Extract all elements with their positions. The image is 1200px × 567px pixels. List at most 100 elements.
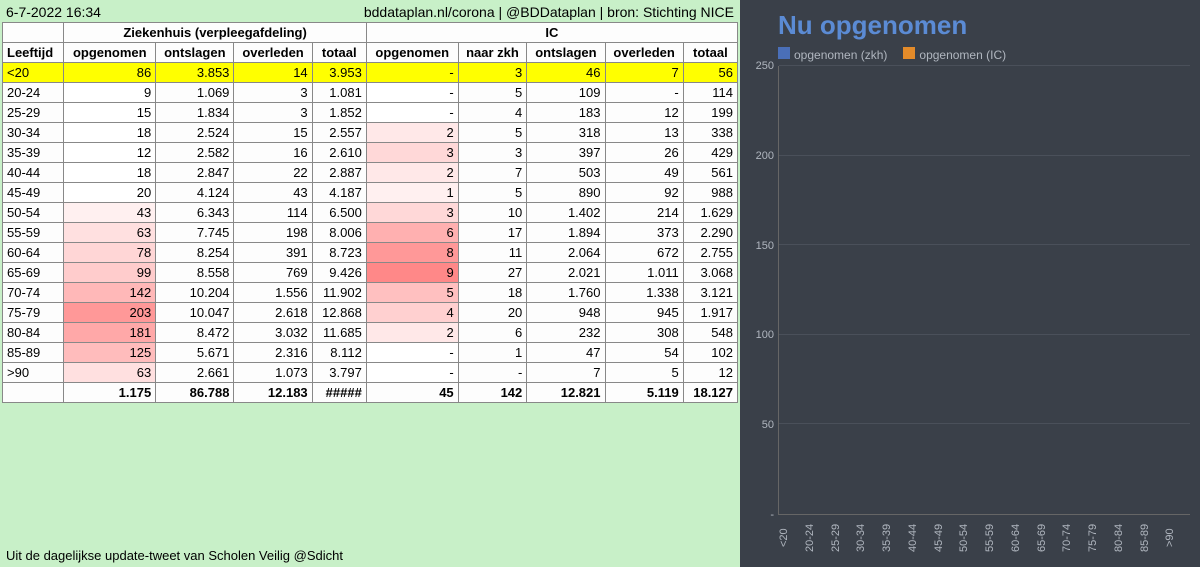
- x-tick-label: 80-84: [1113, 515, 1139, 565]
- table-cell: 3.797: [312, 363, 366, 383]
- timestamp: 6-7-2022 16:34: [6, 4, 101, 20]
- gridline: [779, 423, 1190, 424]
- col-zkh-3: totaal: [312, 43, 366, 63]
- chart-area: -50100150200250: [750, 66, 1190, 515]
- y-tick-label: -: [770, 509, 774, 521]
- table-cell: 9: [366, 263, 458, 283]
- legend-swatch-1: [778, 47, 790, 59]
- table-cell: 49: [605, 163, 683, 183]
- legend-item-1: opgenomen (zkh): [778, 47, 887, 62]
- table-row: 40-44182.847222.8872750349561: [3, 163, 738, 183]
- footer-note: Uit de dagelijkse update-tweet van Schol…: [2, 546, 738, 565]
- table-cell: 1.894: [527, 223, 605, 243]
- table-cell: 232: [527, 323, 605, 343]
- table-cell: 1.069: [156, 83, 234, 103]
- table-cell: 7: [527, 363, 605, 383]
- table-cell: 3.121: [683, 283, 737, 303]
- table-row: 30-34182.524152.5572531813338: [3, 123, 738, 143]
- table-cell: 3.953: [312, 63, 366, 83]
- table-cell: 10: [458, 203, 527, 223]
- table-cell: 4.187: [312, 183, 366, 203]
- table-cell: 9: [64, 83, 156, 103]
- y-tick-label: 200: [756, 150, 774, 162]
- table-cell: 2.755: [683, 243, 737, 263]
- table-cell: -: [366, 103, 458, 123]
- totals-cell: [3, 383, 64, 403]
- table-row: 70-7414210.2041.55611.9025181.7601.3383.…: [3, 283, 738, 303]
- col-age: Leeftijd: [3, 43, 64, 63]
- table-cell: 5: [458, 123, 527, 143]
- x-tick-label: 20-24: [804, 515, 830, 565]
- table-cell: 92: [605, 183, 683, 203]
- totals-row: 1.17586.78812.183#####4514212.8215.11918…: [3, 383, 738, 403]
- table-cell: 945: [605, 303, 683, 323]
- table-cell: 10.047: [156, 303, 234, 323]
- table-row: 20-2491.06931.081-5109-114: [3, 83, 738, 103]
- table-cell: 54: [605, 343, 683, 363]
- table-cell: 18: [64, 123, 156, 143]
- table-cell: 26: [605, 143, 683, 163]
- table-cell: -: [605, 83, 683, 103]
- x-tick-label: 65-69: [1036, 515, 1062, 565]
- blank-header: [3, 23, 64, 43]
- table-cell: 2.618: [234, 303, 312, 323]
- x-tick-label: 35-39: [881, 515, 907, 565]
- top-bar: 6-7-2022 16:34 bddataplan.nl/corona | @B…: [2, 2, 738, 22]
- table-cell: 63: [64, 223, 156, 243]
- table-row: >90632.6611.0733.797--7512: [3, 363, 738, 383]
- left-panel: 6-7-2022 16:34 bddataplan.nl/corona | @B…: [0, 0, 740, 567]
- table-cell: 3: [458, 143, 527, 163]
- table-cell: 14: [234, 63, 312, 83]
- table-cell: 16: [234, 143, 312, 163]
- x-tick-label: 60-64: [1010, 515, 1036, 565]
- x-tick-label: 25-29: [830, 515, 856, 565]
- table-cell: 2.661: [156, 363, 234, 383]
- table-cell: 2.064: [527, 243, 605, 263]
- table-cell: 183: [527, 103, 605, 123]
- table-cell: 40-44: [3, 163, 64, 183]
- table-cell: 6: [458, 323, 527, 343]
- table-cell: 548: [683, 323, 737, 343]
- table-cell: 1.834: [156, 103, 234, 123]
- table-cell: 2.582: [156, 143, 234, 163]
- table-cell: 7: [458, 163, 527, 183]
- table-cell: 6: [366, 223, 458, 243]
- table-cell: 8.472: [156, 323, 234, 343]
- table-row: 85-891255.6712.3168.112-14754102: [3, 343, 738, 363]
- table-cell: 397: [527, 143, 605, 163]
- table-cell: 429: [683, 143, 737, 163]
- table-cell: 60-64: [3, 243, 64, 263]
- col-zkh-1: ontslagen: [156, 43, 234, 63]
- table-row: <20863.853143.953-346756: [3, 63, 738, 83]
- table-cell: 25-29: [3, 103, 64, 123]
- table-cell: 561: [683, 163, 737, 183]
- table-cell: 43: [234, 183, 312, 203]
- x-tick-label: <20: [778, 515, 804, 565]
- legend-swatch-2: [903, 47, 915, 59]
- table-cell: 2.290: [683, 223, 737, 243]
- table-cell: 11.902: [312, 283, 366, 303]
- table-cell: 12: [64, 143, 156, 163]
- table-cell: 391: [234, 243, 312, 263]
- x-tick-label: 75-79: [1087, 515, 1113, 565]
- table-cell: 1.917: [683, 303, 737, 323]
- table-row: 55-59637.7451988.0066171.8943732.290: [3, 223, 738, 243]
- table-cell: <20: [3, 63, 64, 83]
- table-cell: 12.868: [312, 303, 366, 323]
- table-cell: 35-39: [3, 143, 64, 163]
- table-row: 65-69998.5587699.4269272.0211.0113.068: [3, 263, 738, 283]
- table-cell: 1: [366, 183, 458, 203]
- table-cell: -: [366, 63, 458, 83]
- table-cell: 214: [605, 203, 683, 223]
- table-cell: 78: [64, 243, 156, 263]
- table-cell: 672: [605, 243, 683, 263]
- table-cell: 318: [527, 123, 605, 143]
- table-cell: 11.685: [312, 323, 366, 343]
- table-cell: 20: [64, 183, 156, 203]
- table-cell: 1.073: [234, 363, 312, 383]
- table-cell: 55-59: [3, 223, 64, 243]
- totals-cell: 5.119: [605, 383, 683, 403]
- table-cell: 8.558: [156, 263, 234, 283]
- table-cell: 65-69: [3, 263, 64, 283]
- bars-container: [779, 66, 1190, 514]
